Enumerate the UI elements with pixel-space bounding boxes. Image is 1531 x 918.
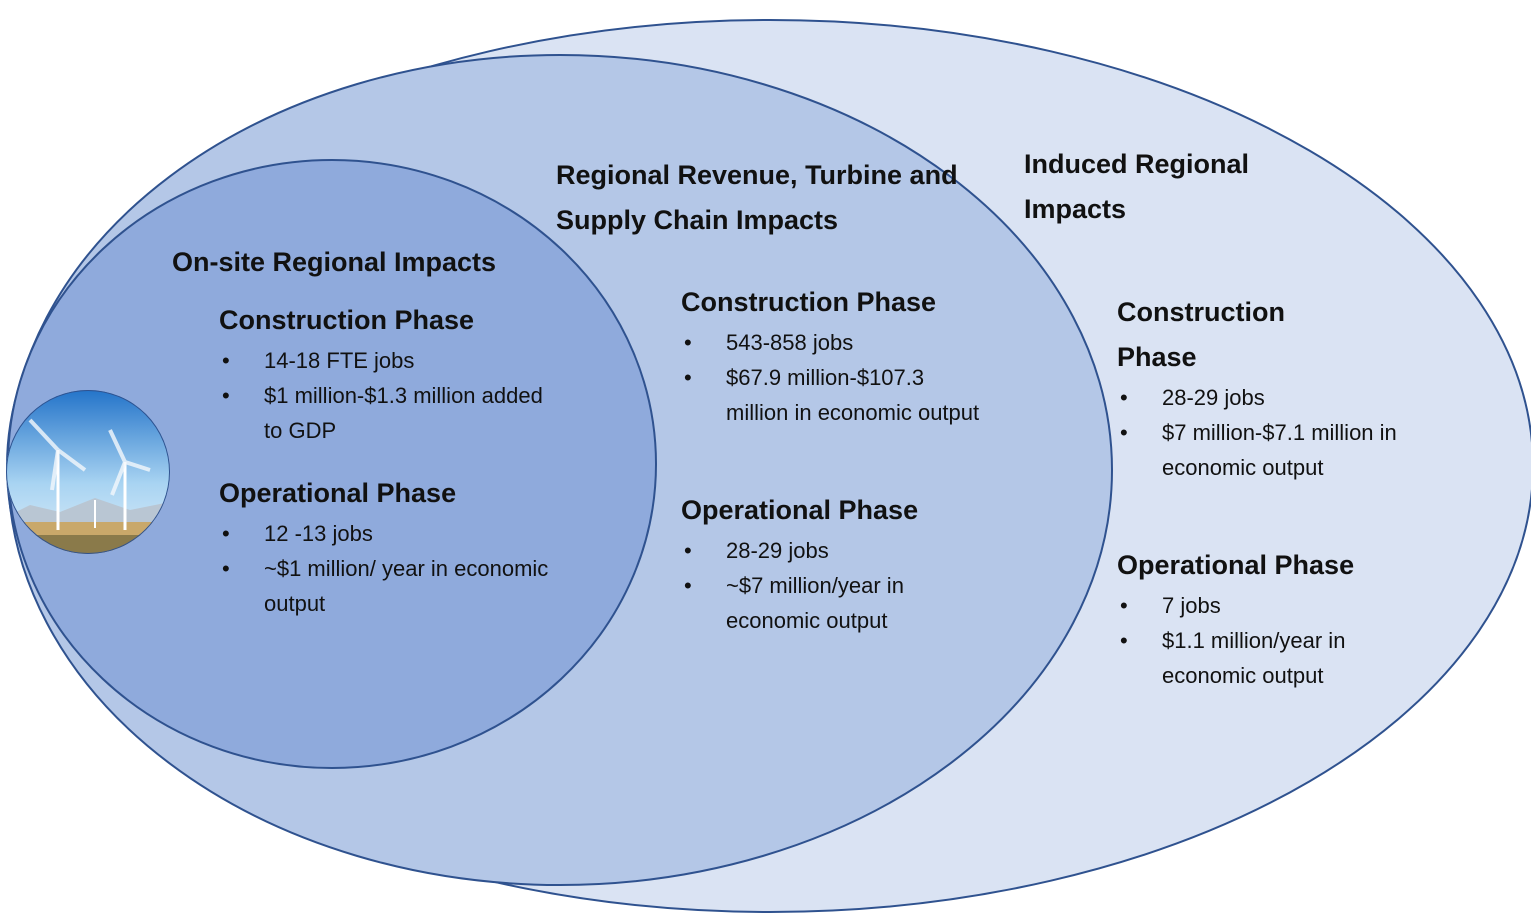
bullet-text: ~$1 million/ year in economic output xyxy=(264,556,548,616)
section-heading: Construction Phase xyxy=(219,298,579,343)
bullet-item: • 28-29 jobs xyxy=(681,533,991,568)
bullet-text: 14-18 FTE jobs xyxy=(264,348,414,373)
bullet-item: • $1.1 million/year in economic output xyxy=(1117,623,1407,693)
section: Operational Phase•28-29 jobs•~$7 million… xyxy=(681,488,1041,638)
region-title: Induced Regional Impacts xyxy=(1024,142,1314,232)
bullet-item: • 28-29 jobs xyxy=(1117,380,1407,415)
diagram: On-site Regional Impacts Construction Pha… xyxy=(0,0,1531,918)
section: Construction Phase•543-858 jobs•$67.9 mi… xyxy=(681,280,1041,430)
section-heading: Operational Phase xyxy=(219,471,579,516)
bullet-item: • 543-858 jobs xyxy=(681,325,991,360)
bullet-item: • 12 -13 jobs xyxy=(219,516,564,551)
bullet-marker: • xyxy=(1120,588,1128,623)
bullet-item: • ~$7 million/year in economic output xyxy=(681,568,991,638)
bullet-item: • 7 jobs xyxy=(1117,588,1407,623)
region-title: Regional Revenue, Turbine and Supply Cha… xyxy=(556,153,986,243)
bullet-text: $1.1 million/year in economic output xyxy=(1162,628,1345,688)
region-title: On-site Regional Impacts xyxy=(172,240,592,285)
bullet-marker: • xyxy=(222,516,230,551)
bullet-marker: • xyxy=(222,551,230,586)
section: Construction Phase•28-29 jobs•$7 million… xyxy=(1117,290,1407,485)
section-heading: Operational Phase xyxy=(1117,543,1437,588)
bullet-text: 543-858 jobs xyxy=(726,330,853,355)
bullet-text: 7 jobs xyxy=(1162,593,1221,618)
bullet-item: • $1 million-$1.3 million added to GDP xyxy=(219,378,564,448)
bullet-text: 28-29 jobs xyxy=(1162,385,1265,410)
bullet-marker: • xyxy=(1120,380,1128,415)
bullet-item: • ~$1 million/ year in economic output xyxy=(219,551,564,621)
bullet-item: • 14-18 FTE jobs xyxy=(219,343,564,378)
bullet-marker: • xyxy=(222,343,230,378)
section: Construction Phase•14-18 FTE jobs•$1 mil… xyxy=(219,298,579,448)
section: Operational Phase•12 -13 jobs•~$1 millio… xyxy=(219,471,579,621)
section-heading: Construction Phase xyxy=(681,280,1041,325)
section: Operational Phase•7 jobs•$1.1 million/ye… xyxy=(1117,543,1437,693)
bullet-text: $67.9 million-$107.3 million in economic… xyxy=(726,365,979,425)
bullet-marker: • xyxy=(1120,623,1128,658)
bullet-marker: • xyxy=(684,568,692,603)
bullet-text: $1 million-$1.3 million added to GDP xyxy=(264,383,543,443)
bullet-text: $7 million-$7.1 million in economic outp… xyxy=(1162,420,1397,480)
bullet-marker: • xyxy=(222,378,230,413)
bullet-text: 28-29 jobs xyxy=(726,538,829,563)
bullet-marker: • xyxy=(684,325,692,360)
bullet-text: ~$7 million/year in economic output xyxy=(726,573,904,633)
bullet-marker: • xyxy=(684,533,692,568)
bullet-marker: • xyxy=(1120,415,1128,450)
bullet-text: 12 -13 jobs xyxy=(264,521,373,546)
bullet-item: • $67.9 million-$107.3 million in economi… xyxy=(681,360,991,430)
bullet-item: • $7 million-$7.1 million in economic out… xyxy=(1117,415,1407,485)
section-heading: Operational Phase xyxy=(681,488,1041,533)
section-heading: Construction Phase xyxy=(1117,290,1337,380)
bullet-marker: • xyxy=(684,360,692,395)
